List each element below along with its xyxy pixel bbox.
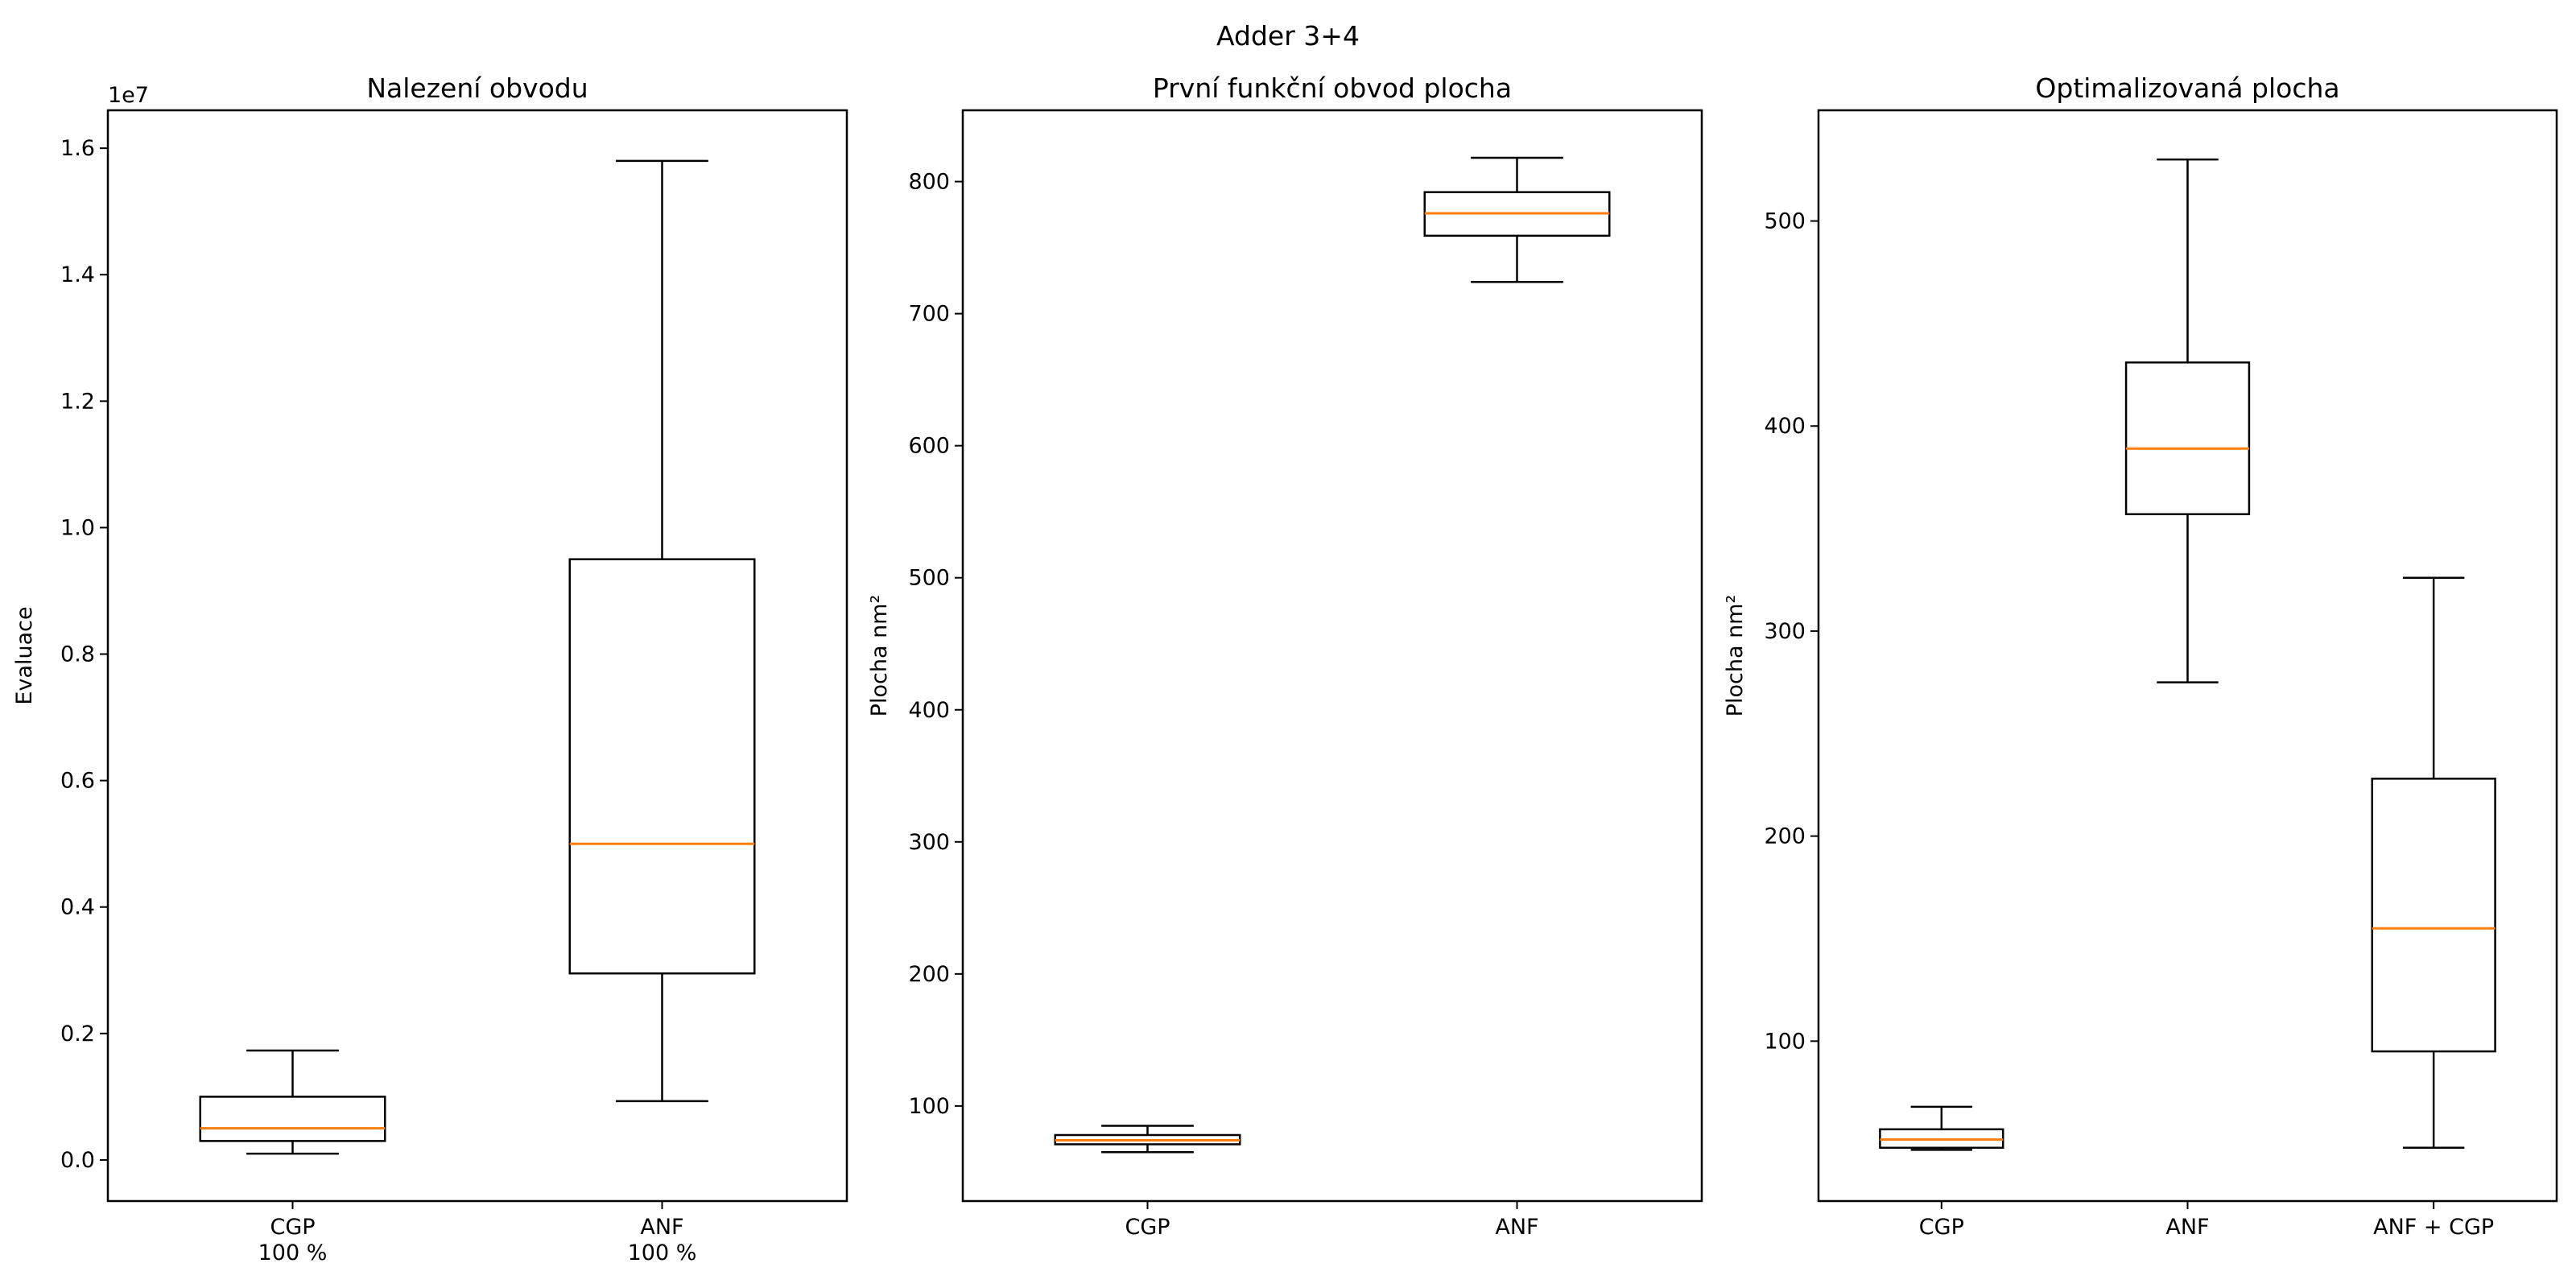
chart-panels: Nalezení obvodu Evaluace 1e7 0.0 0.2 0.4 0.6 0.… (12, 72, 2558, 1265)
panel-title: První funkční obvod plocha (1153, 72, 1512, 104)
y-tick-label: 600 (908, 434, 950, 459)
box-plot-1 (1879, 1105, 2004, 1151)
x-tick-label: CGP (1125, 1215, 1170, 1240)
figure-title: Adder 3+4 (1216, 20, 1360, 52)
y-tick-label: 100 (1764, 1029, 1806, 1054)
axes-frame (106, 109, 848, 1203)
chart-panel-2: První funkční obvod plocha Plocha nm² 100 2… (867, 72, 1703, 1240)
y-tick-label: 300 (1764, 619, 1806, 644)
y-tick-label: 400 (908, 698, 950, 723)
y-tick-label: 1.6 (60, 136, 95, 161)
y-tick-label: 1.2 (60, 389, 95, 414)
y-axis-label: Plocha nm² (1723, 595, 1748, 717)
panel-title: Nalezení obvodu (366, 72, 588, 104)
chart-panel-3: Optimalizovaná plocha Plocha nm² 100 200 300… (1723, 72, 2558, 1240)
axes-frame (1817, 109, 2558, 1203)
box-plot-3 (2371, 576, 2496, 1150)
y-tick-label: 0.6 (60, 769, 95, 794)
y-tick-label: 1.4 (60, 262, 95, 287)
iqr-box (199, 1096, 386, 1142)
x-tick-label: ANF (1495, 1215, 1538, 1240)
box-plot-1 (199, 1049, 386, 1155)
x-tick-label: ANF (2165, 1215, 2209, 1240)
x-tick-label: ANF 100 % (628, 1215, 697, 1265)
y-tick-label: 0.2 (60, 1022, 95, 1046)
y-tick-label: 300 (908, 830, 950, 855)
y-tick-label: 800 (908, 170, 950, 195)
iqr-box (2371, 778, 2496, 1053)
y-tick-label: 700 (908, 302, 950, 327)
box-plot-2 (1423, 156, 1611, 283)
y-axis-label: Evaluace (12, 606, 37, 704)
x-tick-label: CGP (1919, 1215, 1964, 1240)
y-tick-label: 0.0 (60, 1148, 95, 1173)
y-tick-label: 0.4 (60, 895, 95, 920)
y-offset-label: 1e7 (108, 83, 149, 108)
box-plot-2 (568, 159, 756, 1103)
x-tick-label: ANF + CGP (2373, 1215, 2494, 1240)
box-plot-2 (2124, 158, 2251, 683)
y-tick-label: 200 (1764, 824, 1806, 849)
iqr-box (2124, 361, 2251, 516)
y-tick-label: 100 (908, 1094, 950, 1119)
panel-title: Optimalizovaná plocha (2035, 72, 2339, 104)
chart-panel-1: Nalezení obvodu Evaluace 1e7 0.0 0.2 0.4 0.6 0.… (12, 72, 848, 1265)
y-axis-label: Plocha nm² (867, 595, 892, 717)
y-tick-label: 400 (1764, 414, 1806, 439)
y-tick-label: 500 (1764, 209, 1806, 234)
box-plot-1 (1054, 1125, 1241, 1154)
y-tick-label: 500 (908, 566, 950, 591)
y-tick-label: 1.0 (60, 515, 95, 540)
x-tick-label: CGP 100 % (258, 1215, 328, 1265)
y-tick-label: 200 (908, 962, 950, 987)
iqr-box (568, 558, 756, 975)
y-tick-label: 0.8 (60, 642, 95, 667)
axes-frame (961, 109, 1703, 1203)
